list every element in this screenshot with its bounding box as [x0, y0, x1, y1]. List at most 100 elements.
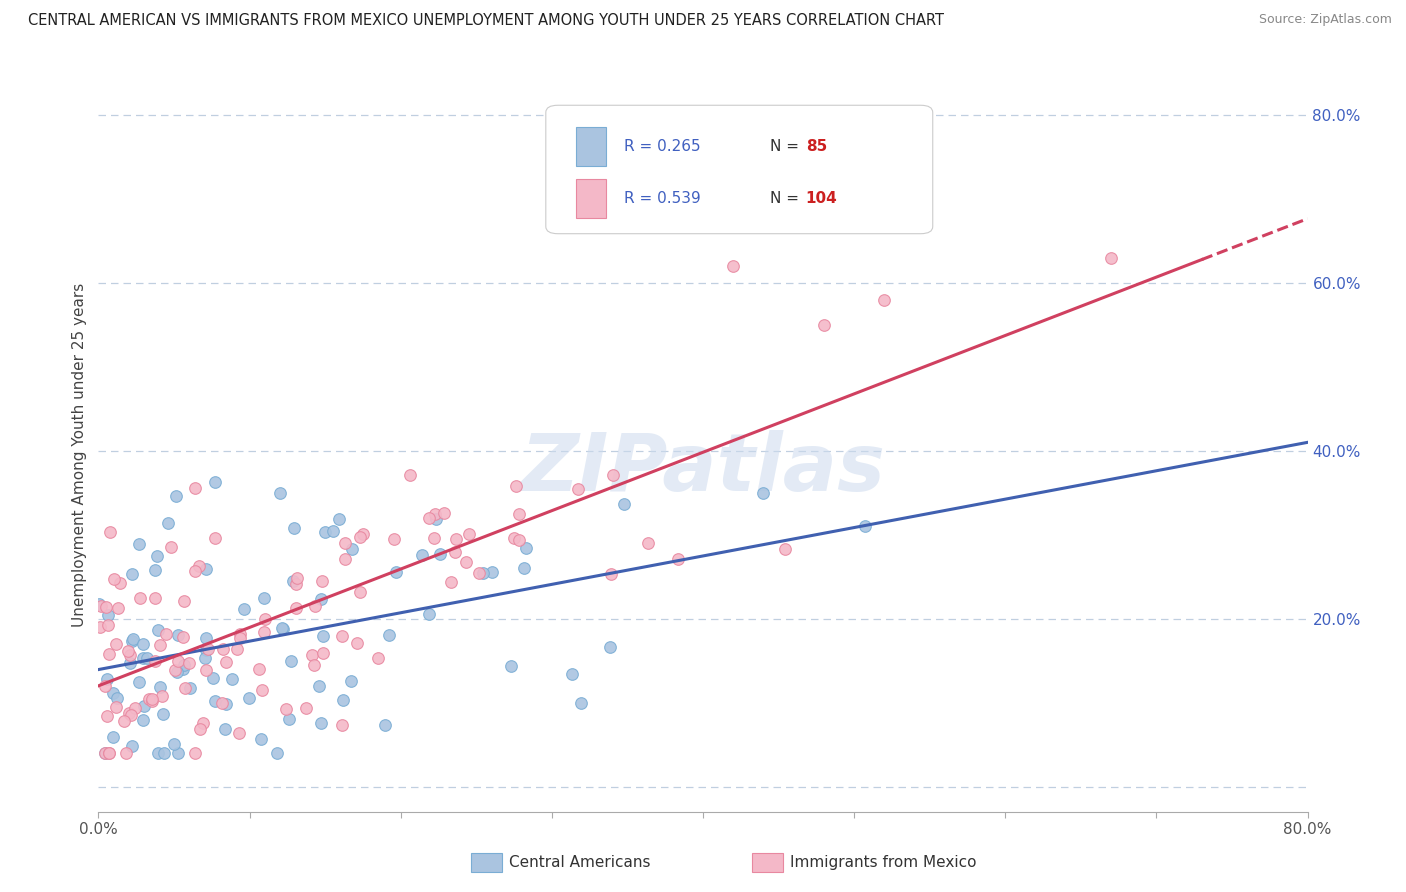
Point [467, 566, 489, 580]
Text: 85: 85 [806, 139, 827, 154]
Text: ZIPatlas: ZIPatlas [520, 430, 886, 508]
Point [284, 601, 307, 615]
Point [253, 591, 276, 605]
Point [444, 532, 467, 546]
Point [333, 536, 356, 550]
Point [332, 693, 354, 707]
Text: 104: 104 [806, 191, 838, 206]
Point [188, 723, 211, 737]
Point [339, 674, 361, 689]
Point [567, 482, 589, 496]
Point [274, 701, 297, 715]
Text: R = 0.265: R = 0.265 [624, 139, 702, 154]
Point [204, 531, 226, 545]
Point [853, 519, 876, 533]
Point [229, 632, 252, 646]
Point [107, 690, 129, 705]
Point [146, 549, 169, 563]
Point [155, 627, 177, 641]
Point [503, 531, 526, 545]
Point [121, 739, 143, 754]
Point [723, 259, 745, 273]
Point [172, 662, 194, 676]
Point [160, 540, 183, 554]
Point [172, 630, 194, 644]
Point [309, 715, 332, 730]
Point [89, 620, 111, 634]
Point [103, 572, 125, 586]
Point [374, 718, 396, 732]
Point [285, 576, 308, 591]
Point [385, 565, 408, 579]
Text: Immigrants from Mexico: Immigrants from Mexico [790, 855, 977, 870]
Point [97, 746, 120, 760]
Point [121, 634, 143, 648]
Point [269, 486, 291, 500]
Text: N =: N = [769, 139, 803, 154]
Point [104, 699, 127, 714]
Point [457, 527, 479, 541]
Point [472, 566, 495, 581]
Point [118, 656, 141, 670]
Point [212, 642, 235, 657]
Point [211, 696, 233, 710]
Point [132, 713, 155, 727]
Point [311, 574, 333, 588]
Point [194, 651, 217, 665]
Point [121, 566, 143, 581]
Point [423, 507, 446, 521]
Point [97, 607, 120, 622]
Point [271, 622, 294, 636]
Point [163, 737, 186, 751]
Point [146, 623, 169, 637]
Point [120, 648, 142, 663]
Point [215, 655, 238, 669]
Point [191, 715, 214, 730]
Point [101, 731, 124, 745]
Point [204, 475, 226, 490]
Point [752, 485, 775, 500]
Point [1099, 251, 1122, 265]
Point [637, 535, 659, 549]
Text: N =: N = [769, 191, 803, 206]
Point [439, 575, 461, 590]
Point [569, 696, 592, 710]
Point [283, 521, 305, 535]
Point [813, 318, 835, 332]
Point [221, 672, 243, 686]
Point [183, 746, 205, 760]
Point [214, 722, 236, 736]
Point [195, 663, 218, 677]
Point [280, 654, 302, 668]
Point [613, 497, 636, 511]
Point [382, 532, 405, 546]
Point [173, 657, 195, 672]
Point [166, 665, 188, 680]
Point [232, 602, 254, 616]
Point [117, 644, 139, 658]
Point [152, 706, 174, 721]
Point [454, 555, 477, 569]
Point [118, 706, 141, 721]
Point [153, 746, 176, 760]
FancyBboxPatch shape [546, 105, 932, 234]
Point [138, 692, 160, 706]
Point [94, 746, 117, 760]
Point [228, 726, 250, 740]
Point [149, 639, 172, 653]
Point [346, 636, 368, 650]
Point [600, 567, 623, 582]
Point [312, 646, 335, 660]
Point [96, 673, 118, 687]
Point [433, 507, 456, 521]
Point [141, 693, 163, 707]
Point [429, 547, 451, 561]
Point [481, 565, 503, 579]
Point [378, 628, 401, 642]
Point [143, 563, 166, 577]
Point [136, 651, 159, 665]
Point [349, 585, 371, 599]
Point [238, 690, 260, 705]
Point [143, 654, 166, 668]
Point [128, 674, 150, 689]
